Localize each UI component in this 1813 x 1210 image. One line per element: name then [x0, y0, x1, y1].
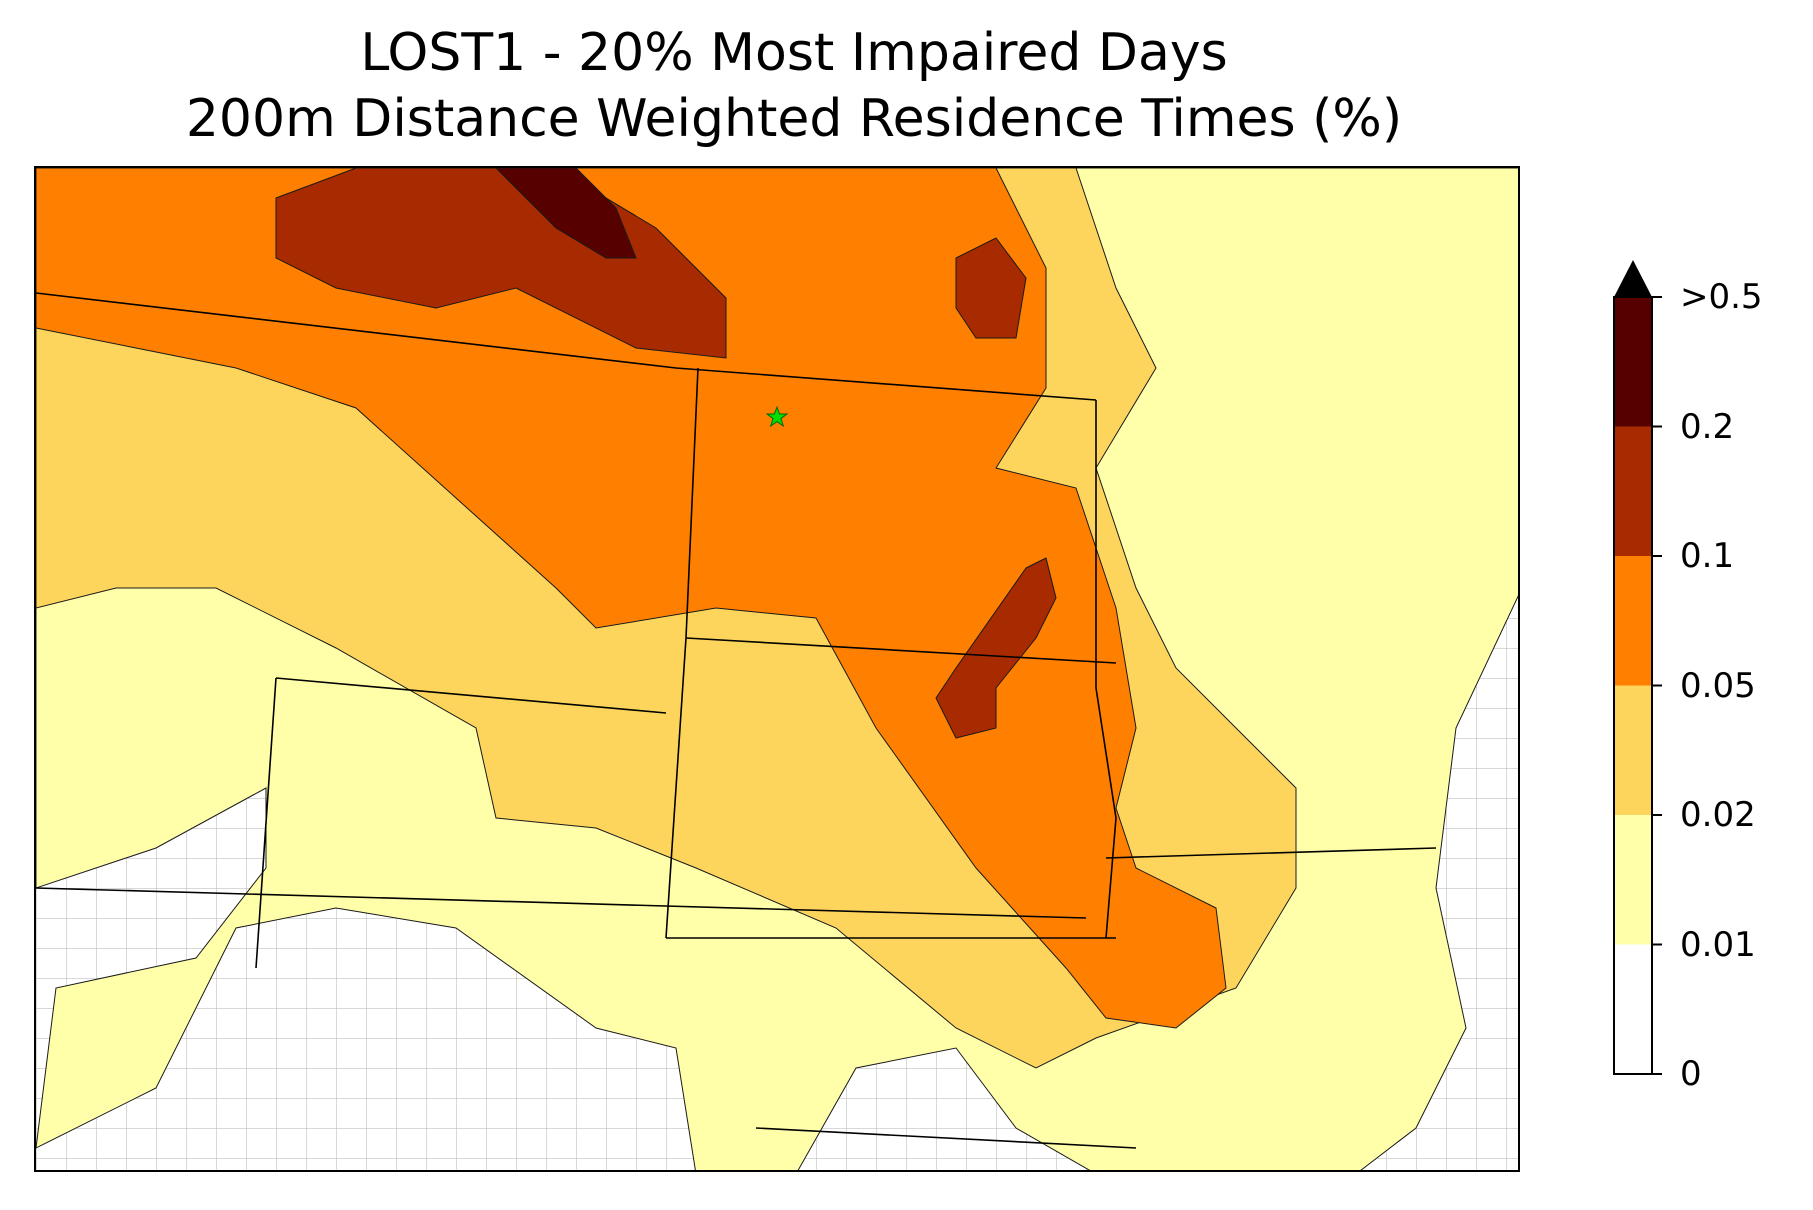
- colorbar-bin-0.05-0.1: [1614, 556, 1652, 686]
- colorbar-bin-0.1-0.2: [1614, 426, 1652, 556]
- colorbar-tick-label: 0.1: [1680, 536, 1735, 576]
- colorbar-bin-0-0.01: [1614, 944, 1652, 1074]
- colorbar-extend-arrow: [1614, 260, 1652, 297]
- contour-0.2-0.5: [495, 168, 637, 259]
- map-title-line1: LOST1 - 20% Most Impaired Days: [360, 23, 1228, 83]
- colorbar-tick-label: 0.2: [1680, 406, 1735, 447]
- lost1-site-star-icon: [766, 406, 788, 428]
- colorbar-tick-label: >0.5: [1680, 277, 1763, 317]
- map-panel: [34, 166, 1520, 1172]
- map-title-line2: 200m Distance Weighted Residence Times (…: [185, 89, 1403, 149]
- colorbar-bin-0.2-0.5: [1614, 297, 1652, 427]
- colorbar-tick-label: 0.02: [1680, 795, 1756, 835]
- contour-0.1-0.2-north: [955, 237, 1027, 339]
- colorbar-tick-label: 0: [1680, 1054, 1702, 1094]
- colorbar-tick-label: 0.05: [1680, 665, 1756, 706]
- contour-0.05-0.1: [36, 168, 1227, 1029]
- colorbar: [1613, 260, 1662, 1075]
- colorbar-tick-label: 0.01: [1680, 924, 1756, 965]
- contour-0.1-0.2-river: [935, 557, 1057, 739]
- state-boundaries: [36, 292, 1437, 1149]
- colorbar-bin-0.02-0.05: [1614, 685, 1652, 815]
- colorbar-bin-0.01-0.02: [1614, 815, 1652, 945]
